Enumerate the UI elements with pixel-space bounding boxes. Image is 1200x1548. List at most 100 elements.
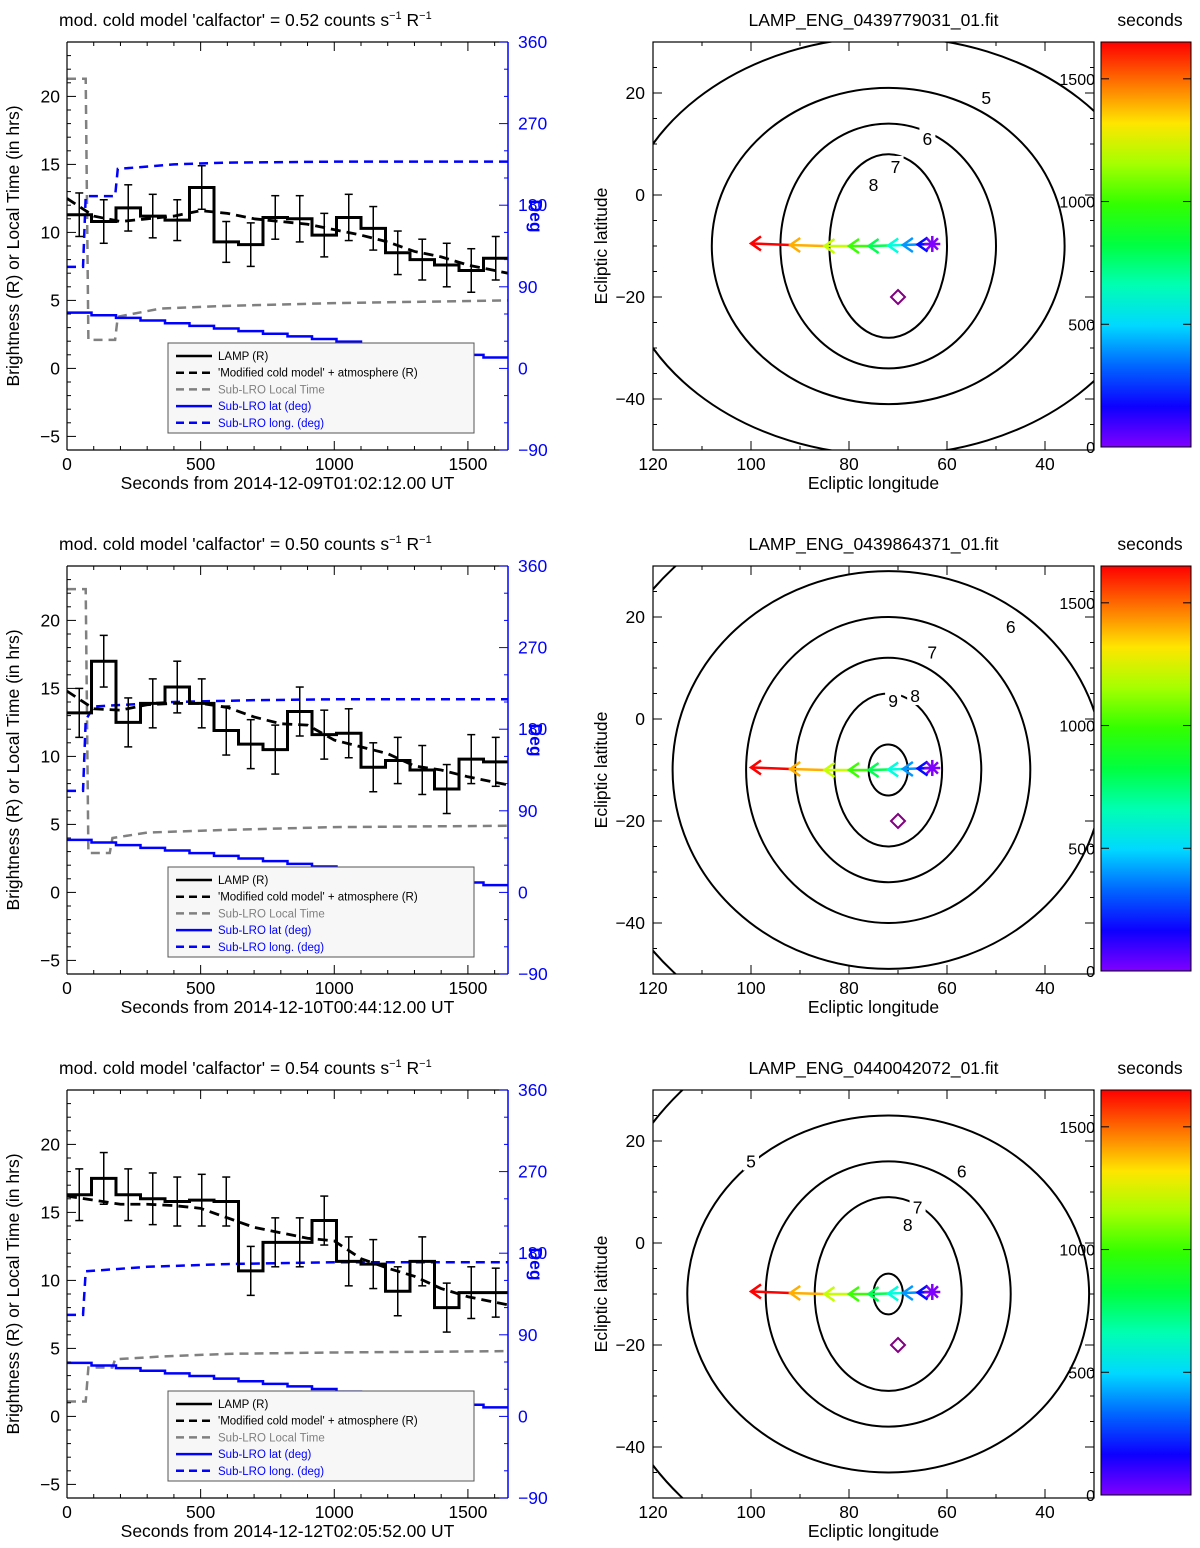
track-segment [888, 1291, 903, 1295]
contour-label: 7 [891, 157, 901, 177]
error-bar [173, 1176, 182, 1227]
x-axis-label: Seconds from 2014-12-10T00:44:12.00 UT [121, 997, 455, 1017]
x-tick-label: 80 [839, 454, 859, 474]
y2-tick-label: 0 [518, 1406, 528, 1426]
x-axis-label: Seconds from 2014-12-09T01:02:12.00 UT [121, 473, 455, 493]
track-segment [750, 766, 791, 771]
error-bar [369, 1238, 378, 1290]
x-tick-label: 80 [839, 978, 859, 998]
colorbar-tick-label: 1500 [1059, 1120, 1095, 1137]
track-arrowhead [915, 1284, 929, 1301]
contour-label: 9 [888, 691, 898, 711]
error-bar [271, 724, 280, 775]
y-tick-label: 20 [626, 1131, 646, 1151]
y-tick-label: 10 [41, 746, 61, 766]
track-arrowhead [788, 1284, 801, 1302]
error-bar [173, 660, 182, 714]
x-tick-label: 500 [186, 978, 215, 998]
colorbar: seconds 0 500 1000 1500 [1059, 10, 1192, 457]
contour-label: 8 [869, 175, 879, 195]
colorbar-gradient [1100, 41, 1192, 448]
error-bar [442, 242, 451, 288]
contour-label: 6 [957, 1162, 967, 1182]
error-bar [442, 763, 451, 815]
error-bar [246, 1245, 255, 1297]
contour-label: 8 [903, 1215, 913, 1235]
track-arrowhead [788, 760, 801, 778]
contour-label: 8 [910, 686, 920, 706]
track-segment [868, 244, 889, 248]
model-line [67, 197, 508, 275]
legend-label: Sub-LRO Local Time [218, 908, 325, 920]
diamond-marker [889, 288, 907, 306]
error-bar [467, 733, 476, 785]
y-tick-label: −5 [40, 1474, 60, 1494]
colorbar-tick-label: 1000 [1059, 195, 1095, 212]
error-bar [295, 194, 304, 243]
contour-label: 6 [923, 129, 933, 149]
x-tick-label: 500 [186, 1502, 215, 1522]
legend-box [167, 342, 475, 434]
legend-label: Sub-LRO long. (deg) [218, 942, 324, 954]
colorbar-label: seconds [1117, 1058, 1182, 1078]
y-tick-label: −40 [615, 913, 645, 933]
error-bar [99, 634, 108, 688]
y2-tick-label: −90 [518, 440, 548, 460]
contour-label: 7 [913, 1197, 923, 1217]
error-bar [124, 184, 133, 232]
error-bar [491, 736, 500, 788]
y-tick-label: 5 [50, 1338, 60, 1358]
colorbar-tick-label: 1000 [1059, 1243, 1095, 1260]
y-axis-label: Ecliptic latitude [591, 188, 611, 305]
y-tick-label: 20 [626, 607, 646, 627]
error-bar [418, 744, 427, 796]
map-panel-3: LAMP_ENG_0440042072_01.fit 5 6 78 120 100 80 60… [591, 1058, 1095, 1541]
contour-label: 5 [746, 1151, 756, 1171]
y2-tick-label: 180 [518, 719, 547, 739]
legend-label: Sub-LRO Local Time [218, 384, 325, 396]
error-bar [320, 1195, 329, 1246]
y2-tick-label: 180 [518, 195, 547, 215]
colorbar: seconds 0 500 1000 1500 [1059, 534, 1192, 981]
error-bar [418, 1236, 427, 1287]
track-arrowhead [915, 760, 929, 777]
y2-tick-label: 90 [518, 801, 538, 821]
error-bar [148, 1172, 157, 1226]
chart-title: mod. cold model 'calfactor' = 0.50 count… [59, 534, 432, 554]
y-tick-label: 5 [50, 290, 60, 310]
model-line [67, 689, 508, 787]
x-tick-label: 120 [638, 1502, 667, 1522]
contour-label-bg [865, 173, 882, 194]
local-time-line [67, 77, 508, 342]
track-segment [790, 1291, 825, 1296]
y-tick-label: 0 [50, 882, 60, 902]
track-segment [868, 768, 889, 772]
track-arrowhead [886, 237, 899, 254]
y-tick-label: −5 [40, 426, 60, 446]
y-axis-label: Ecliptic latitude [591, 1236, 611, 1353]
error-bar [124, 1168, 133, 1222]
track-arrowhead [748, 235, 762, 252]
legend-label: LAMP (R) [218, 1399, 268, 1411]
contour-label-bg [1002, 616, 1019, 637]
x-tick-label: 1500 [448, 978, 487, 998]
error-bar [467, 1266, 476, 1320]
x-axis-label: Seconds from 2014-12-12T02:05:52.00 UT [121, 1521, 455, 1541]
track-arrowhead [846, 1285, 860, 1303]
error-bar [75, 1168, 84, 1222]
error-bar [197, 165, 206, 211]
colorbar-gradient [1100, 565, 1192, 972]
chart-title: LAMP_ENG_0439779031_01.fit [748, 10, 998, 31]
timeseries-panel-2: mod. cold model 'calfactor' = 0.50 count… [3, 534, 548, 1017]
x-tick-label: 0 [62, 1502, 72, 1522]
error-bar [442, 1282, 451, 1333]
legend-label: 'Modified cold model' + atmosphere (R) [218, 892, 418, 904]
map-panel-2: LAMP_ENG_0439864371_01.fit 6 7 89 120 100 80 60… [591, 534, 1095, 1017]
error-bar [295, 1217, 304, 1268]
y-tick-label: 20 [41, 1134, 61, 1154]
contour-label-bg [887, 155, 904, 176]
track-star-marker [924, 235, 941, 252]
legend: LAMP (R) 'Modified cold model' + atmosphe… [167, 1390, 475, 1482]
error-bar [320, 212, 329, 258]
